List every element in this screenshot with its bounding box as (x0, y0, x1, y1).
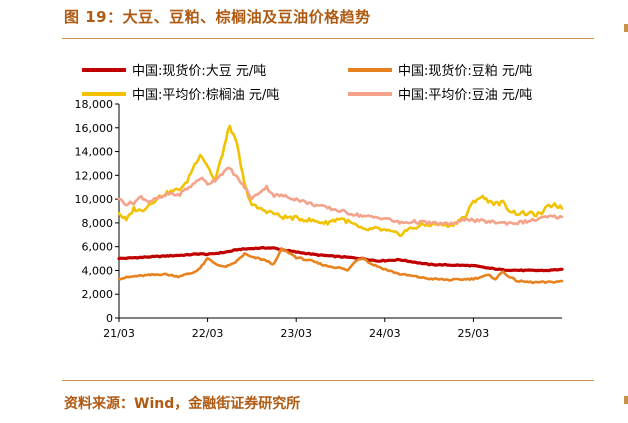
series-line (117, 245, 564, 273)
y-tick-label: 18,000 (75, 98, 114, 111)
y-tick-label: 16,000 (75, 122, 114, 135)
series-line (117, 247, 564, 285)
legend-label: 中国:现货价:大豆 元/吨 (132, 63, 266, 79)
y-tick-label: 4,000 (82, 264, 114, 277)
y-tick-label: 8,000 (82, 217, 114, 230)
y-tick-label: 14,000 (75, 146, 114, 159)
x-tick-label: 23/03 (280, 327, 312, 340)
x-tick-label: 22/03 (192, 327, 224, 340)
x-tick-label: 21/03 (103, 327, 135, 340)
x-tick-label: 24/03 (369, 327, 401, 340)
y-tick-label: 0 (106, 312, 113, 325)
legend-label: 中国:平均价:豆油 元/吨 (398, 88, 532, 103)
y-tick-label: 10,000 (75, 193, 114, 206)
y-tick-label: 6,000 (82, 241, 114, 254)
source-note: 资料来源：Wind，金融街证券研究所 (64, 396, 301, 412)
figure-title: 图 19：大豆、豆粕、棕榈油及豆油价格趋势 (64, 8, 371, 26)
x-tick-label: 25/03 (458, 327, 490, 340)
title-underline (62, 38, 594, 39)
legend-label: 中国:现货价:豆粕 元/吨 (398, 63, 532, 79)
y-tick-label: 2,000 (82, 288, 114, 301)
right-edge-mark (624, 396, 628, 404)
series-line (117, 124, 564, 237)
series-line (117, 166, 564, 227)
right-edge-mark (624, 24, 628, 32)
source-rule (62, 380, 594, 381)
y-tick-label: 12,000 (75, 169, 114, 182)
legend-label: 中国:平均价:棕榈油 元/吨 (132, 88, 279, 103)
